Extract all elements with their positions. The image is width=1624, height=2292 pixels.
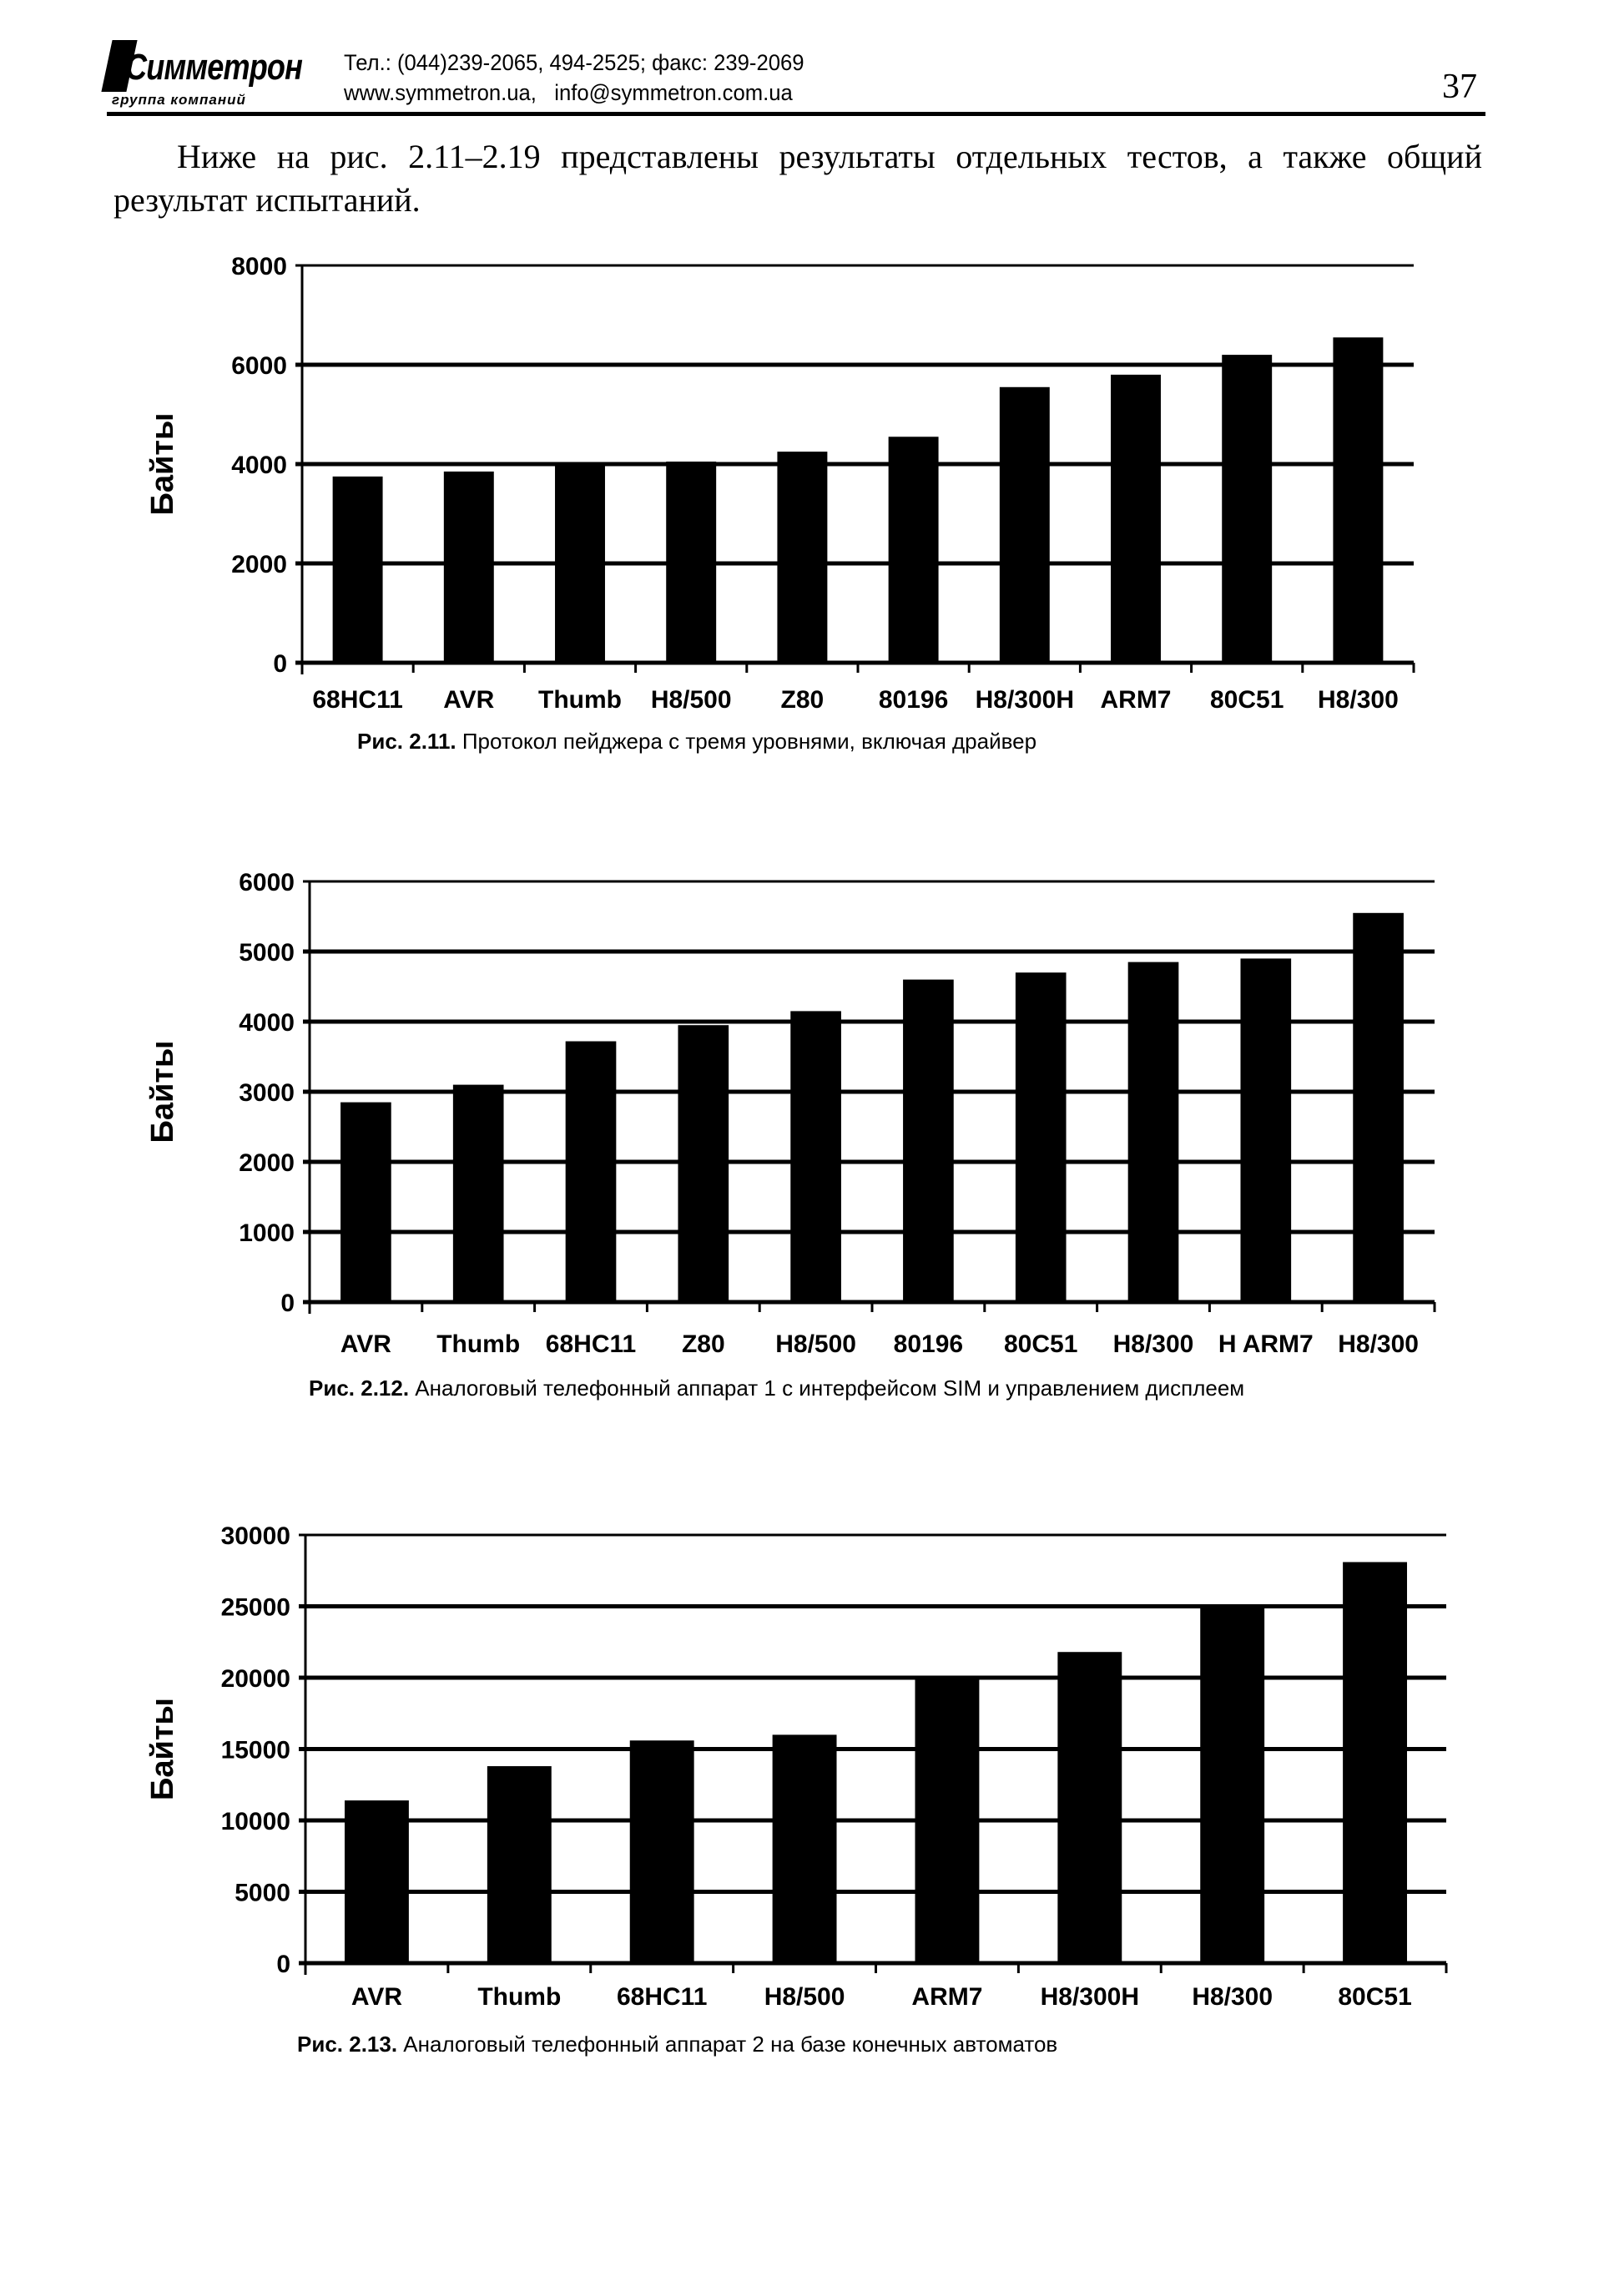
x-tick-label: Z80 bbox=[682, 1330, 725, 1358]
caption-text: Протокол пейджера с тремя уровнями, вклю… bbox=[461, 729, 1037, 754]
y-tick-label: 20000 bbox=[221, 1665, 290, 1693]
figure-caption: Рис. 2.13. Аналоговый телефонный аппарат… bbox=[297, 2032, 1057, 2057]
bar-68HC11 bbox=[565, 1041, 617, 1302]
logo-subtitle: группа компаний bbox=[112, 92, 246, 108]
y-tick-label: 2000 bbox=[231, 551, 287, 578]
body-paragraph: Ниже на рис. 2.11–2.19 представлены резу… bbox=[113, 135, 1482, 222]
bar-H8/500 bbox=[666, 462, 717, 663]
y-axis-label: Байты bbox=[145, 1698, 180, 1800]
bar-H ARM7 bbox=[1240, 958, 1292, 1302]
x-tick-label: H8/300H bbox=[976, 686, 1074, 714]
x-tick-label: AVR bbox=[443, 686, 494, 714]
bar-Thumb bbox=[487, 1766, 552, 1963]
x-tick-label: 68HC11 bbox=[312, 686, 402, 714]
bar-H8/300 bbox=[1333, 337, 1384, 663]
bar-68HC11 bbox=[332, 476, 383, 663]
bar-H8/300 bbox=[1200, 1608, 1265, 1963]
bar-Z80 bbox=[678, 1025, 729, 1302]
x-tick-label: 80C51 bbox=[1004, 1330, 1077, 1358]
x-tick-label: H8/300H bbox=[1041, 1983, 1139, 2011]
caption-text: Аналоговый телефонный аппарат 1 с интерф… bbox=[415, 1376, 1245, 1401]
bar-H8/500 bbox=[772, 1734, 837, 1963]
y-tick-label: 5000 bbox=[235, 1880, 290, 1907]
bar-H8/300 bbox=[1353, 912, 1404, 1302]
x-tick-label: ARM7 bbox=[1100, 686, 1171, 714]
company-logo: Симметрон группа компаний bbox=[101, 40, 307, 110]
bar-80C51 bbox=[1343, 1562, 1408, 1963]
y-tick-label: 25000 bbox=[221, 1594, 290, 1622]
x-tick-label: H8/500 bbox=[651, 686, 732, 714]
x-tick-label: 80196 bbox=[879, 686, 948, 714]
bar-80196 bbox=[888, 437, 939, 663]
header-divider bbox=[107, 112, 1485, 116]
bar-ARM7 bbox=[915, 1678, 980, 1963]
y-axis-label: Байты bbox=[145, 1041, 180, 1143]
page-number: 37 bbox=[1442, 68, 1477, 106]
bar-Thumb bbox=[452, 1084, 504, 1302]
x-tick-label: Thumb bbox=[436, 1330, 520, 1358]
x-tick-label: Thumb bbox=[477, 1983, 561, 2011]
x-tick-label: 68HC11 bbox=[617, 1983, 707, 2011]
figure-caption: Рис. 2.12. Аналоговый телефонный аппарат… bbox=[309, 1376, 1244, 1401]
y-tick-label: 4000 bbox=[231, 452, 287, 479]
y-tick-label: 0 bbox=[280, 1290, 295, 1317]
y-tick-label: 4000 bbox=[239, 1009, 295, 1037]
y-tick-label: 2000 bbox=[239, 1149, 295, 1177]
x-tick-label: H8/500 bbox=[775, 1330, 856, 1358]
caption-text: Аналоговый телефонный аппарат 2 на базе … bbox=[403, 2032, 1058, 2057]
x-tick-label: 68HC11 bbox=[546, 1330, 636, 1358]
y-axis-label: Байты bbox=[145, 413, 180, 516]
y-tick-label: 8000 bbox=[231, 253, 287, 280]
paragraph-text: Ниже на рис. 2.11–2.19 представлены резу… bbox=[113, 138, 1482, 219]
bar-H8/300 bbox=[1127, 962, 1179, 1302]
y-tick-label: 15000 bbox=[221, 1737, 290, 1764]
caption-label: Рис. 2.11. bbox=[357, 729, 462, 754]
logo-text: Симметрон bbox=[125, 47, 303, 88]
x-tick-label: H8/300 bbox=[1113, 1330, 1194, 1358]
x-tick-label: 80196 bbox=[894, 1330, 963, 1358]
x-tick-label: H ARM7 bbox=[1218, 1330, 1314, 1358]
caption-label: Рис. 2.13. bbox=[297, 2032, 404, 2057]
x-tick-label: Z80 bbox=[781, 686, 825, 714]
x-tick-label: 80C51 bbox=[1338, 1983, 1411, 2011]
bar-Thumb bbox=[555, 464, 605, 663]
bar-H8/300H bbox=[1057, 1652, 1122, 1963]
x-tick-label: AVR bbox=[340, 1330, 391, 1358]
bar-H8/500 bbox=[790, 1011, 841, 1302]
x-tick-label: H8/500 bbox=[764, 1983, 845, 2011]
y-tick-label: 6000 bbox=[239, 869, 295, 896]
bar-AVR bbox=[340, 1102, 391, 1302]
x-tick-label: ARM7 bbox=[911, 1983, 982, 2011]
x-tick-label: H8/300 bbox=[1338, 1330, 1419, 1358]
bar-ARM7 bbox=[1111, 374, 1161, 663]
bar-68HC11 bbox=[629, 1740, 694, 1963]
x-tick-label: Thumb bbox=[538, 686, 622, 714]
header-web: www.symmetron.ua, info@symmetron.com.ua bbox=[344, 80, 793, 105]
figure-caption: Рис. 2.11. Протокол пейджера с тремя уро… bbox=[357, 729, 1036, 755]
bar-Z80 bbox=[777, 452, 828, 663]
y-tick-label: 3000 bbox=[239, 1079, 295, 1107]
bar-80C51 bbox=[1222, 355, 1273, 663]
y-tick-label: 0 bbox=[273, 650, 287, 678]
x-tick-label: 80C51 bbox=[1210, 686, 1284, 714]
header-phone: Тел.: (044)239-2065, 494-2525; факс: 239… bbox=[344, 50, 804, 75]
y-tick-label: 6000 bbox=[231, 352, 287, 380]
y-tick-label: 30000 bbox=[221, 1522, 290, 1550]
bar-80196 bbox=[903, 979, 954, 1302]
bar-80C51 bbox=[1015, 972, 1067, 1302]
y-tick-label: 0 bbox=[276, 1951, 290, 1978]
y-tick-label: 5000 bbox=[239, 939, 295, 967]
y-tick-label: 10000 bbox=[221, 1808, 290, 1835]
y-tick-label: 1000 bbox=[239, 1219, 295, 1247]
bar-H8/300H bbox=[999, 386, 1050, 663]
bar-AVR bbox=[344, 1800, 409, 1963]
x-tick-label: H8/300 bbox=[1192, 1983, 1273, 2011]
caption-label: Рис. 2.12. bbox=[309, 1376, 416, 1401]
x-tick-label: H8/300 bbox=[1318, 686, 1399, 714]
x-tick-label: AVR bbox=[351, 1983, 402, 2011]
bar-AVR bbox=[443, 471, 494, 663]
